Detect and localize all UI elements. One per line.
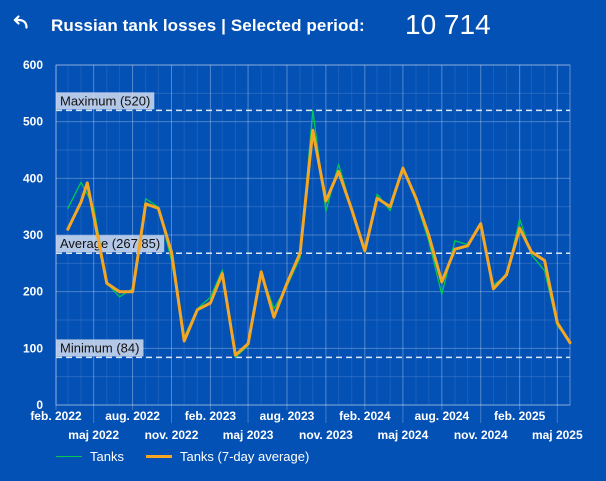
y-tick-label: 400 [23,171,43,185]
legend-swatch [145,454,172,458]
plot-area [55,64,571,406]
y-tick-label: 0 [36,398,43,412]
reference-line-label: Average (267,85) [60,236,160,251]
x-tick-label: aug. 2024 [414,409,469,423]
y-tick-label: 300 [23,228,43,242]
x-tick-label: nov. 2024 [454,428,508,442]
undo-arrow-icon [13,15,28,29]
x-tick-label: feb. 2025 [494,409,546,423]
legend-label: Tanks [90,448,124,464]
reference-label-background [56,235,165,253]
reference-line-label: Minimum (84) [60,340,139,355]
header: Russian tank losses | Selected period: 1… [0,0,606,52]
x-tick-label: maj 2023 [223,428,274,442]
legend-item-tanks[interactable]: Tanks [56,449,124,464]
x-tick-label: feb. 2022 [30,409,82,423]
reference-label-background [56,339,144,357]
page-title: Russian tank losses | Selected period: [51,16,365,35]
legend-label: Tanks (7-day average) [179,448,310,464]
x-tick-label: feb. 2024 [339,409,391,423]
x-tick-label: nov. 2023 [299,428,353,442]
back-button[interactable] [10,12,32,34]
x-tick-label: maj 2022 [68,428,119,442]
total-losses-value: 10 714 [405,9,491,40]
x-tick-label: feb. 2023 [185,409,237,423]
x-tick-label: maj 2025 [532,428,583,442]
y-tick-label: 600 [23,58,43,72]
legend-swatch [56,455,82,457]
y-tick-label: 100 [23,341,43,355]
x-tick-label: aug. 2022 [105,409,160,423]
y-tick-label: 200 [23,285,43,299]
x-tick-label: aug. 2023 [260,409,315,423]
tanks-average-line [66,128,572,357]
reference-line-label: Maximum (520) [60,93,150,108]
y-tick-label: 500 [23,115,43,129]
legend-item-tanks-average[interactable]: Tanks (7-day average) [145,448,310,464]
reference-label-background [56,92,155,110]
x-tick-label: maj 2024 [378,428,429,442]
chart-legend: Tanks Tanks (7-day average) [56,446,331,466]
x-tick-label: nov. 2022 [145,428,199,442]
